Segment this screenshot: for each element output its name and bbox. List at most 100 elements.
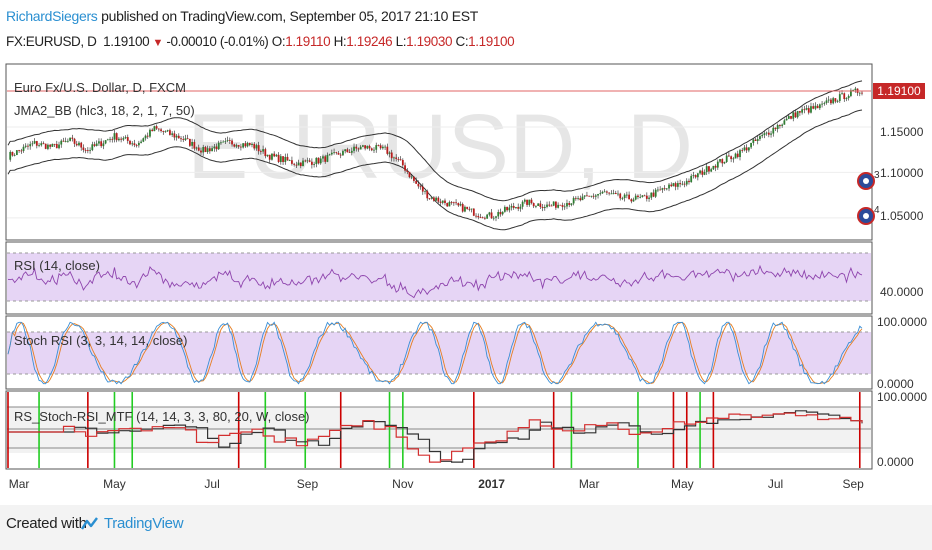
candle-body (590, 195, 593, 197)
candle-body (355, 146, 358, 149)
candle-body (847, 95, 850, 99)
candle-body (699, 170, 701, 174)
stoch-series (7, 321, 863, 385)
candle-body (255, 145, 258, 149)
candle-body (512, 205, 515, 208)
candle-body (310, 161, 313, 165)
price-tick-1: 1.15000 (880, 125, 924, 139)
candle-body (291, 160, 293, 164)
candle-body (781, 124, 784, 126)
candle-body (517, 206, 520, 209)
candle-body (610, 193, 613, 195)
event-flag-4[interactable]: 4 (857, 205, 880, 225)
candle-body (86, 150, 89, 151)
candle-body (448, 202, 451, 207)
candle-body (98, 141, 100, 144)
candle-body (792, 112, 795, 119)
candle-body (592, 195, 595, 197)
price-tick-3: 1.05000 (880, 209, 924, 223)
author-link[interactable]: RichardSiegers (6, 8, 98, 24)
candle-body (608, 192, 611, 194)
candle-body (798, 111, 801, 113)
candle-body (570, 203, 573, 205)
ohlc-line: FX:EURUSD, D 1.19100 ▼ -0.00010 (-0.01%)… (6, 34, 515, 49)
candle-body (714, 165, 717, 168)
candle-body (730, 156, 733, 160)
candle-body (399, 159, 402, 161)
candle-body (719, 159, 721, 162)
candle-body (115, 133, 118, 141)
candle-body (459, 204, 462, 206)
candle-body (685, 180, 688, 185)
candle-body (854, 88, 857, 91)
open-value: 1.19110 (285, 34, 331, 49)
candle-body (100, 141, 103, 147)
candle-body (157, 128, 160, 130)
candle-body (31, 143, 34, 145)
candle-body (286, 156, 289, 161)
candle-body (308, 160, 311, 162)
candle-body (264, 149, 267, 157)
candle-body (71, 137, 74, 139)
candle-body (293, 163, 296, 165)
candle-body (586, 195, 588, 197)
candle-body (302, 160, 304, 167)
candle-body (796, 111, 799, 118)
mtf-line-dark (8, 410, 863, 463)
candle-body (144, 135, 147, 139)
candle-body (637, 195, 639, 198)
candle-body (69, 137, 72, 141)
candle-body (641, 195, 644, 197)
candle-body (723, 161, 726, 164)
candle-body (679, 183, 682, 185)
candle-body (353, 146, 355, 151)
candle-body (200, 150, 202, 153)
candle-body (368, 145, 371, 149)
candle-body (770, 133, 772, 135)
candle-body (523, 199, 526, 202)
candle-body (84, 149, 87, 151)
candle-body (643, 195, 646, 197)
candle-body (315, 157, 318, 165)
candle-body (184, 138, 187, 140)
bollinger-bands (7, 80, 863, 231)
candle-body (657, 189, 659, 191)
candle-body (439, 201, 442, 203)
chart-area[interactable]: EURUSD, D Euro Fx/U.S. Dollar, D, FXCM J… (0, 58, 932, 505)
candle-body (557, 204, 560, 208)
candle-body (703, 172, 706, 175)
candle-body (35, 141, 38, 146)
candle-body (728, 155, 730, 157)
candle-body (508, 207, 511, 211)
rsi-line (7, 264, 863, 299)
candle-body (495, 216, 497, 218)
candle-body (676, 183, 679, 187)
candle-body (40, 143, 43, 146)
candle-body (126, 137, 129, 141)
candle-body (337, 152, 340, 155)
candle-body (563, 206, 566, 208)
candle-body (486, 214, 489, 219)
candle-body (175, 135, 178, 138)
candle-body (779, 124, 781, 126)
candle-body (49, 144, 52, 147)
candle-body (554, 201, 557, 208)
candle-body (825, 100, 828, 103)
candle-body (668, 184, 670, 189)
candle-body (435, 197, 438, 201)
candle-body (541, 206, 544, 209)
candle-body (91, 144, 94, 151)
event-flag-3[interactable]: 3 (857, 170, 880, 190)
candle-body (273, 153, 276, 157)
candle-body (670, 184, 673, 187)
candle-body (155, 126, 158, 129)
time-axis-label: 2017 (478, 477, 505, 491)
candle-body (146, 135, 149, 137)
candle-body (377, 145, 380, 146)
time-axis-label: May (671, 477, 694, 491)
candle-body (268, 154, 271, 160)
candle-body (140, 141, 142, 143)
candle-body (681, 183, 684, 185)
tradingview-brand[interactable]: TradingView (104, 515, 184, 532)
candle-body (606, 191, 608, 193)
